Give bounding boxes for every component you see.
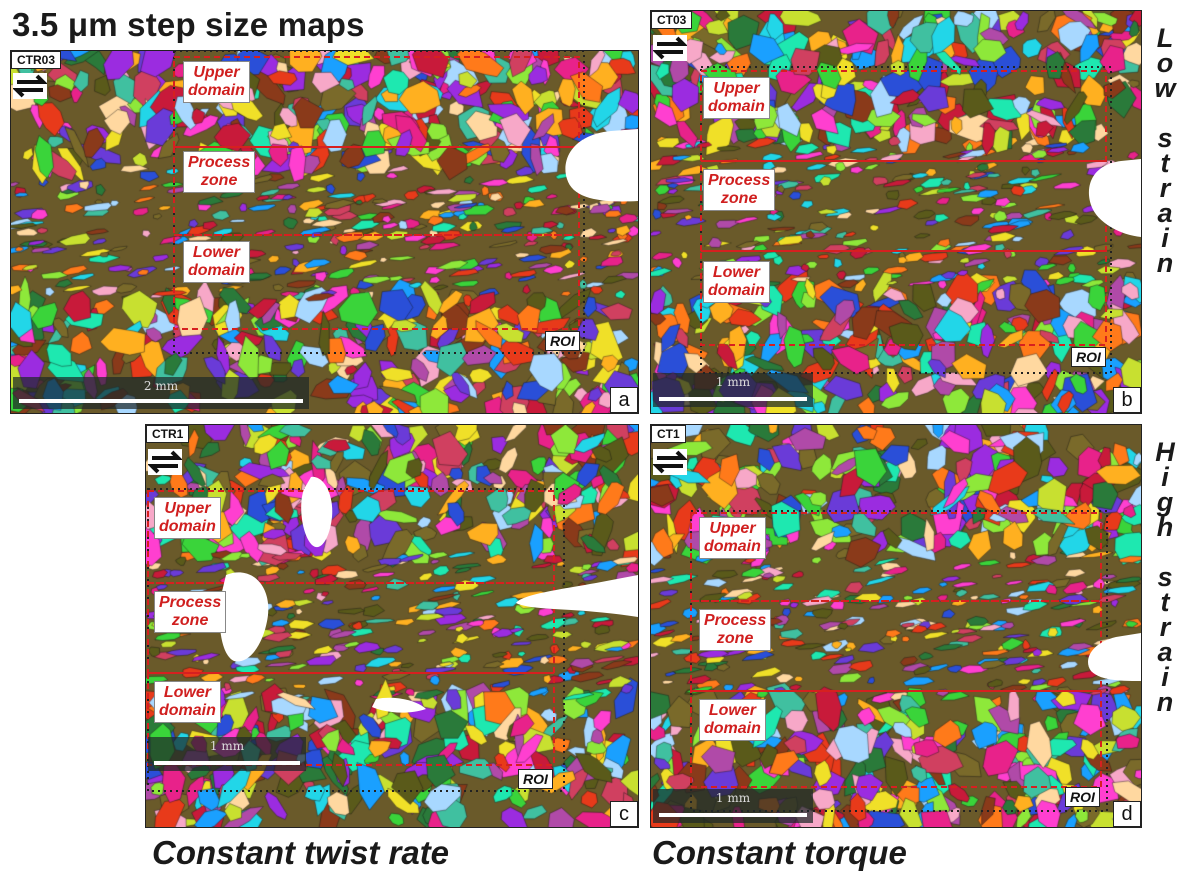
scale-bar-text: 1 mm [209,739,245,753]
high-strain-letter: n [1156,687,1174,717]
roi-label: ROI [1071,347,1106,367]
lower-domain-box [690,690,1102,788]
notch [565,129,638,202]
notch [1088,633,1141,681]
low-strain-letter: L [1156,23,1174,53]
region-overlay [690,510,1141,812]
upper-domain-box [173,56,580,148]
ebsd-map-panel-c: CTR1 Upper domain Process zone Lower dom… [145,424,639,828]
sample-tag: CT1 [651,425,686,443]
upper-domain-label: Upper domain [154,497,221,539]
low-strain-letter: o [1156,48,1174,78]
high-strain-letter: H [1155,437,1175,467]
process-zone-box [147,582,555,674]
shear-sense-icon [652,35,688,61]
high-strain-letter: h [1156,512,1174,542]
shear-sense-icon [147,449,183,475]
panel-letter: d [1113,801,1141,827]
notch [516,575,638,617]
scale-bar: 2 mm [13,377,309,409]
upper-domain-label: Upper domain [183,61,250,103]
void-2 [219,572,269,662]
sample-tag: CTR1 [146,425,190,443]
shear-sense-icon [652,449,688,475]
low-strain-letter: n [1156,248,1174,278]
scale-bar: 1 mm [653,789,813,823]
lower-domain-label: Lower domain [183,241,250,283]
upper-domain-label: Upper domain [703,77,770,119]
sample-tag: CTR03 [11,51,62,69]
high-strain-letter: r [1159,612,1171,642]
lower-domain-label: Lower domain [699,699,766,741]
figure-title: 3.5 μm step size maps [12,6,365,43]
upper-domain-box [700,70,1107,162]
scale-bar-text: 1 mm [715,375,751,389]
high-strain-letter: a [1157,637,1173,667]
shear-sense-icon [12,73,48,99]
scale-bar-text: 2 mm [143,379,179,393]
panel-letter: b [1113,387,1141,413]
lower-domain-box [700,250,1107,346]
lower-domain-label: Lower domain [703,261,770,303]
ebsd-map-panel-d: CT1 Upper domain Process zone Lower doma… [650,424,1142,828]
low-strain-letter: s [1157,123,1173,153]
roi-label: ROI [518,769,553,789]
low-strain-letter: t [1160,148,1170,178]
process-zone-label: Process zone [699,609,772,651]
sample-tag: CT03 [651,11,693,29]
high-strain-letter: i [1161,662,1169,692]
panel-letter: a [610,387,638,413]
scale-bar: 1 mm [148,737,306,771]
notch [1088,159,1141,237]
region-overlay [147,476,638,792]
high-strain-letter: i [1161,462,1169,492]
region-overlay [700,66,1141,374]
high-strain-letter: s [1157,562,1173,592]
roi-label: ROI [545,331,580,351]
upper-domain-label: Upper domain [699,517,766,559]
high-strain-letter: t [1160,587,1170,617]
roi-label: ROI [1065,787,1100,807]
high-strain-letter: g [1156,487,1174,517]
lower-domain-box [147,672,555,766]
process-zone-label: Process zone [703,169,776,211]
low-strain-letter: a [1157,198,1173,228]
low-strain-letter: w [1154,73,1176,103]
ebsd-map-panel-a: CTR03 Upper domain Process zone Lower do… [10,50,639,414]
void-3 [372,697,426,713]
lower-domain-box [173,234,580,330]
scale-bar: 1 mm [653,373,813,407]
low-strain-letter: r [1159,173,1171,203]
low-strain-letter: i [1161,223,1169,253]
process-zone-label: Process zone [183,151,256,193]
void-1 [301,476,333,548]
lower-domain-label: Lower domain [154,681,221,723]
constant-twist-rate-label: Constant twist rate [152,834,450,871]
panel-letter: c [610,801,638,827]
region-overlay [173,51,638,354]
scale-bar-text: 1 mm [715,791,751,805]
ebsd-map-panel-b: CT03 Upper domain Process zone Lower dom… [650,10,1142,414]
process-zone-label: Process zone [154,591,227,633]
constant-torque-label: Constant torque [652,834,907,871]
